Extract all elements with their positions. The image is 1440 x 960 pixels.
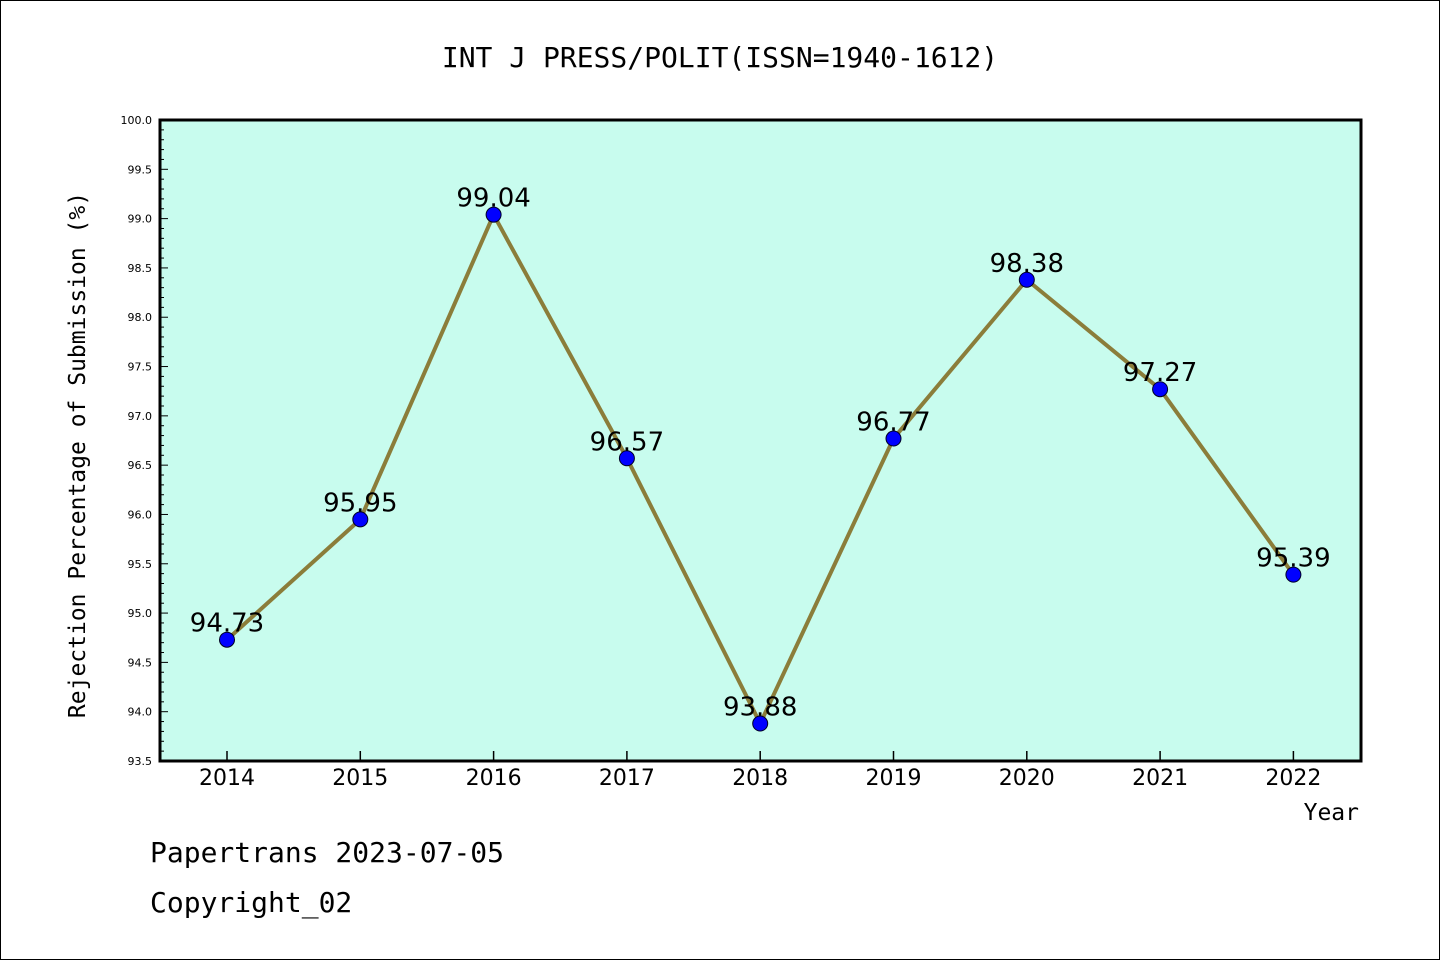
y-tick-label: 98.5	[128, 262, 153, 275]
y-tick-label: 93.5	[128, 755, 153, 768]
y-tick-label: 96.0	[128, 508, 153, 521]
data-point	[352, 511, 369, 528]
y-axis-label: Rejection Percentage of Submission (%)	[65, 192, 91, 718]
y-tick-label: 95.0	[128, 607, 153, 620]
data-point	[885, 430, 902, 447]
x-tick-label: 2015	[332, 766, 388, 791]
chart-title: INT J PRESS/POLIT(ISSN=1940-1612)	[442, 41, 998, 74]
data-label: 96.57	[590, 427, 664, 457]
data-point	[752, 715, 769, 732]
data-label: 97.27	[1123, 358, 1197, 388]
data-label: 98.38	[990, 249, 1064, 279]
series-points-group	[219, 206, 1302, 732]
y-tick-label: 99.0	[128, 213, 153, 226]
footer-date-text: Papertrans 2023-07-05	[150, 836, 505, 869]
y-tick-label: 97.0	[128, 410, 153, 423]
y-axis-ticks: 93.5 94.0 94.5 95.0 95.5 96.0 96.5 97.0 97.5 98.0…	[121, 114, 168, 768]
data-labels-group: 94.73 95.95 99.04 96.57 93.88 96.77 98.38 97.27…	[190, 184, 1331, 723]
y-tick-label: 94.5	[128, 656, 153, 669]
x-axis-label: Year	[1304, 800, 1359, 826]
x-axis-ticks: 2014 2015 2016 2017 2018 2019 2020 2021 2022	[199, 751, 1321, 791]
data-point	[485, 206, 502, 223]
data-label: 95.39	[1256, 544, 1330, 574]
data-label: 99.04	[456, 184, 530, 214]
y-tick-label: 95.5	[128, 558, 153, 571]
x-tick-label: 2018	[732, 766, 788, 791]
footer-copyright-text: Copyright_02	[150, 886, 353, 919]
data-label: 96.77	[856, 408, 930, 438]
data-label: 95.95	[323, 488, 397, 518]
x-tick-label: 2019	[866, 766, 922, 791]
y-tick-label: 100.0	[121, 114, 153, 127]
x-tick-label: 2016	[466, 766, 522, 791]
y-tick-label: 94.0	[128, 706, 153, 719]
x-tick-label: 2021	[1132, 766, 1188, 791]
y-tick-label: 97.5	[128, 361, 153, 374]
data-point	[618, 450, 635, 467]
x-tick-label: 2017	[599, 766, 655, 791]
data-point	[1018, 271, 1035, 288]
data-label: 94.73	[190, 609, 264, 639]
y-tick-label: 96.5	[128, 459, 153, 472]
x-tick-label: 2020	[999, 766, 1055, 791]
data-label: 93.88	[723, 693, 797, 723]
x-tick-label: 2014	[199, 766, 255, 791]
y-tick-label: 98.0	[128, 311, 153, 324]
data-point	[1152, 381, 1169, 398]
x-tick-label: 2022	[1265, 766, 1321, 791]
y-tick-label: 99.5	[128, 163, 153, 176]
data-point	[1285, 566, 1302, 583]
plot-border	[158, 118, 1363, 763]
plot-area	[160, 120, 1361, 761]
data-point	[219, 631, 235, 648]
